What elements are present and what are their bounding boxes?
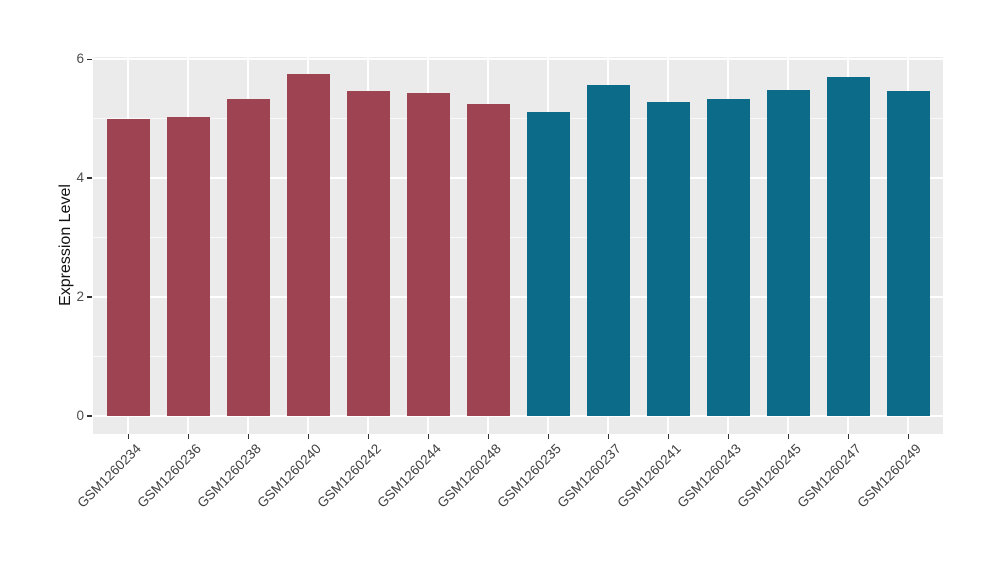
bar-GSM1260240 [286,74,330,416]
bar-GSM1260238 [226,98,270,416]
x-axis-tick-GSM1260234 [127,434,130,439]
x-axis-tick-GSM1260240 [307,434,310,439]
bar-GSM1260249 [886,90,930,416]
bar-GSM1260248 [466,103,510,416]
x-axis-tick-GSM1260248 [487,434,490,439]
x-axis-tick-GSM1260237 [607,434,610,439]
x-axis-tick-label: GSM1260248 [434,441,504,511]
gridline-major-y-4 [93,177,943,180]
x-axis-tick-label: GSM1260237 [554,441,624,511]
x-axis-tick-GSM1260236 [187,434,190,439]
y-axis-tick-2 [87,296,92,298]
x-axis-tick-label: GSM1260247 [794,441,864,511]
x-axis-tick-GSM1260241 [667,434,670,439]
x-axis-tick-label: GSM1260234 [74,441,144,511]
y-axis-tick-6 [87,58,92,61]
x-axis-tick-label: GSM1260245 [734,441,804,511]
x-axis-tick-label: GSM1260244 [374,441,444,511]
bar-GSM1260236 [166,116,210,416]
x-axis-tick-GSM1260243 [727,434,730,439]
x-axis-tick-GSM1260244 [427,434,430,439]
bar-GSM1260245 [766,90,810,416]
gridline-minor-y-3 [93,237,943,239]
y-axis-tick-label: 2 [76,289,84,305]
x-axis-tick-GSM1260238 [247,434,250,439]
x-axis-tick-label: GSM1260243 [674,441,744,511]
x-axis-tick-GSM1260247 [847,434,850,439]
x-axis-tick-label: GSM1260242 [314,441,384,511]
bar-GSM1260243 [706,99,750,416]
y-axis-title: Expression Level [57,184,74,306]
x-axis-tick-label: GSM1260249 [854,441,924,511]
x-axis-tick-GSM1260242 [367,434,370,439]
x-axis-tick-label: GSM1260238 [194,441,264,511]
bar-GSM1260235 [526,111,570,416]
x-axis-tick-label: GSM1260236 [134,441,204,511]
bar-GSM1260242 [346,90,390,416]
y-axis-tick-label: 0 [76,408,84,423]
bar-GSM1260234 [106,118,150,416]
gridline-major-y-0 [93,415,943,417]
plot-panel [93,57,943,434]
bar-GSM1260247 [826,77,870,416]
y-axis-tick-4 [87,177,92,179]
gridline-minor-y-5 [93,118,943,120]
y-axis-tick-0 [87,415,92,417]
x-axis-tick-label: GSM1260241 [614,441,684,511]
gridline-major-y-6 [93,58,943,61]
bar-GSM1260244 [406,92,450,416]
bar-GSM1260237 [586,84,630,416]
x-axis-tick-GSM1260235 [547,434,550,439]
y-axis-tick-label: 4 [76,170,84,186]
gridline-major-y-2 [93,296,943,299]
y-axis-tick-label: 6 [76,51,84,67]
x-axis-tick-GSM1260249 [907,434,910,439]
x-axis-tick-label: GSM1260235 [494,441,564,511]
bar-GSM1260241 [646,101,690,416]
gridline-minor-y-1 [93,356,943,358]
x-axis-tick-GSM1260245 [787,434,790,439]
x-axis-tick-label: GSM1260240 [254,441,324,511]
